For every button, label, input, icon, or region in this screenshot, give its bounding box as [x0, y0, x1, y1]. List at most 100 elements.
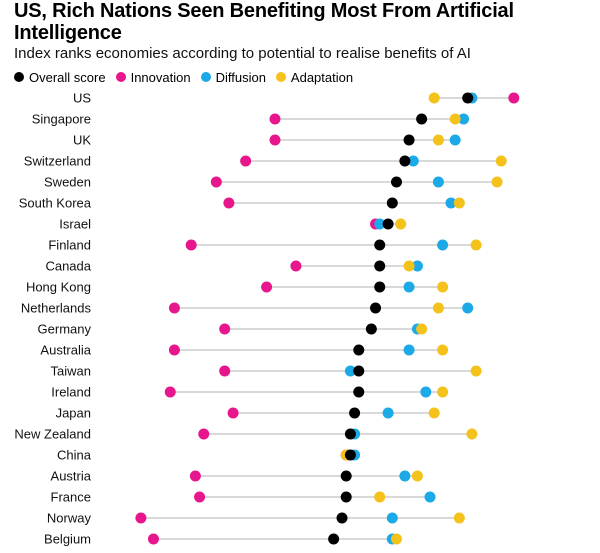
overall-dot	[349, 407, 361, 419]
category-label: US	[73, 91, 91, 106]
row-sweden: Sweden	[44, 175, 503, 190]
adaptation-dot	[449, 113, 461, 125]
chart-title: US, Rich Nations Seen Benefiting Most Fr…	[14, 0, 514, 44]
legend-label-adaptation: Adaptation	[290, 69, 354, 85]
adaptation-dot	[432, 134, 444, 146]
legend-label-diffusion: Diffusion	[215, 69, 266, 85]
innovation-dot	[240, 155, 252, 167]
innovation-dot	[219, 323, 231, 335]
overall-dot	[353, 344, 365, 356]
diffusion-dot	[437, 239, 449, 251]
innovation-dot	[135, 512, 147, 524]
overall-dot	[374, 281, 386, 293]
adaptation-dot	[416, 323, 428, 335]
row-us: US	[73, 91, 520, 106]
row-israel: Israel	[59, 217, 407, 232]
innovation-dot	[261, 281, 273, 293]
diffusion-dot	[386, 512, 398, 524]
overall-dot	[353, 386, 365, 398]
overall-dot	[370, 302, 382, 314]
category-label: Hong Kong	[26, 280, 91, 295]
overall-dot	[386, 197, 398, 209]
diffusion-dot	[407, 155, 419, 167]
row-austria: Austria	[51, 469, 423, 484]
legend: Overall score Innovation Diffusion Adapt…	[14, 69, 363, 85]
row-south-korea: South Korea	[19, 196, 465, 211]
row-japan: Japan	[56, 406, 440, 421]
category-label: UK	[73, 133, 91, 148]
innovation-dot	[164, 386, 176, 398]
diffusion-dot	[462, 302, 474, 314]
adaptation-dot	[395, 218, 407, 230]
category-label: South Korea	[19, 196, 92, 211]
adaptation-dot	[470, 365, 482, 377]
innovation-dot	[189, 470, 201, 482]
adaptation-dot	[428, 92, 440, 104]
row-norway: Norway	[47, 511, 465, 526]
category-label: Taiwan	[51, 364, 91, 379]
overall-dot	[336, 512, 348, 524]
overall-dot	[462, 92, 474, 104]
overall-dot	[382, 218, 394, 230]
adaptation-dot	[411, 470, 423, 482]
adaptation-dot	[437, 281, 449, 293]
chart-subtitle: Index ranks economies according to poten…	[14, 45, 471, 62]
overall-dot	[365, 323, 377, 335]
adaptation-dot	[491, 176, 503, 188]
diffusion-dot	[449, 134, 461, 146]
category-label: Canada	[45, 259, 91, 274]
innovation-dot	[269, 113, 281, 125]
category-label: China	[57, 448, 92, 463]
overall-dot	[403, 134, 415, 146]
category-label: Austria	[51, 469, 92, 484]
innovation-dot	[198, 428, 210, 440]
category-label: France	[51, 490, 91, 505]
overall-dot	[353, 365, 365, 377]
category-label: Australia	[40, 343, 91, 358]
row-hong-kong: Hong Kong	[26, 280, 449, 295]
row-uk: UK	[73, 133, 461, 148]
row-belgium: Belgium	[44, 532, 402, 547]
legend-item-adaptation: Adaptation	[275, 69, 354, 85]
legend-swatch-adaptation	[275, 72, 286, 82]
category-label: Germany	[38, 322, 92, 337]
overall-dot	[344, 449, 356, 461]
diffusion-dot	[403, 281, 415, 293]
innovation-dot	[194, 491, 206, 503]
innovation-dot	[223, 197, 235, 209]
row-germany: Germany	[38, 322, 428, 337]
innovation-dot	[227, 407, 239, 419]
diffusion-dot	[403, 344, 415, 356]
category-label: Ireland	[51, 385, 91, 400]
adaptation-dot	[453, 197, 465, 209]
adaptation-dot	[390, 533, 402, 545]
legend-item-overall: Overall score	[14, 70, 106, 85]
innovation-dot	[290, 260, 302, 272]
category-label: Norway	[47, 511, 92, 526]
adaptation-dot	[466, 428, 478, 440]
diffusion-dot	[420, 386, 432, 398]
adaptation-dot	[437, 386, 449, 398]
category-label: Sweden	[44, 175, 91, 190]
row-switzerland: Switzerland	[24, 154, 507, 169]
adaptation-dot	[374, 491, 386, 503]
diffusion-dot	[344, 365, 356, 377]
category-label: Finland	[48, 238, 91, 253]
diffusion-dot	[399, 470, 411, 482]
category-label: New Zealand	[14, 427, 91, 442]
category-label: Switzerland	[24, 154, 91, 169]
row-china: China	[57, 448, 361, 463]
adaptation-dot	[432, 302, 444, 314]
adaptation-dot	[470, 239, 482, 251]
row-finland: Finland	[48, 238, 482, 253]
overall-dot	[399, 155, 411, 167]
innovation-dot	[147, 533, 159, 545]
legend-swatch-innovation	[115, 72, 126, 82]
adaptation-dot	[495, 155, 507, 167]
innovation-dot	[210, 176, 222, 188]
legend-label-innovation: Innovation	[130, 69, 191, 85]
legend-item-innovation: Innovation	[115, 69, 191, 85]
row-ireland: Ireland	[51, 385, 449, 400]
row-australia: Australia	[40, 343, 449, 358]
